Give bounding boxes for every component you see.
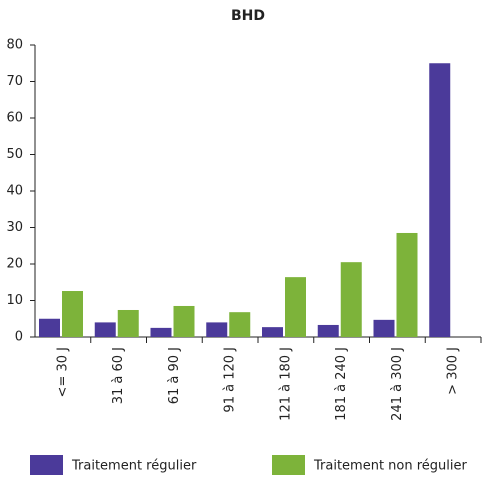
y-tick-label: 50 xyxy=(6,147,23,162)
x-tick-label: 121 à 180 J xyxy=(278,347,293,421)
y-tick-label: 70 xyxy=(6,74,23,89)
y-tick-label: 80 xyxy=(6,38,23,53)
bar xyxy=(229,312,251,337)
x-tick-label: 181 à 240 J xyxy=(334,347,349,421)
bar xyxy=(62,291,83,337)
bar xyxy=(262,327,283,337)
bar xyxy=(429,63,451,337)
bar xyxy=(206,322,228,337)
bar xyxy=(173,305,195,337)
legend-swatch xyxy=(30,455,63,475)
y-tick-label: 20 xyxy=(6,257,23,272)
bar xyxy=(150,327,172,337)
y-tick-label: 30 xyxy=(6,220,23,235)
bar xyxy=(117,309,139,337)
x-tick-label: 241 à 300 J xyxy=(390,347,405,421)
y-tick-label: 0 xyxy=(15,330,23,345)
x-tick-label: <= 30 J xyxy=(55,347,70,397)
x-tick-label: 91 à 120 J xyxy=(223,347,238,413)
x-tick-label: > 300 J xyxy=(446,347,461,395)
bar xyxy=(373,319,395,337)
legend-swatch xyxy=(272,455,305,475)
bar xyxy=(340,262,362,337)
bar xyxy=(285,277,306,337)
bar xyxy=(317,324,339,337)
legend-label: Traitement non régulier xyxy=(313,459,468,474)
x-tick-label: 31 à 60 J xyxy=(111,347,126,404)
x-tick-label: 61 à 90 J xyxy=(167,347,182,404)
y-tick-label: 10 xyxy=(6,293,23,308)
chart-title: BHD xyxy=(231,8,265,24)
bar xyxy=(396,232,418,337)
bar xyxy=(94,322,116,337)
y-tick-label: 60 xyxy=(6,111,23,126)
legend-label: Traitement régulier xyxy=(71,459,197,474)
y-tick-label: 40 xyxy=(6,184,23,199)
bar xyxy=(39,318,60,337)
